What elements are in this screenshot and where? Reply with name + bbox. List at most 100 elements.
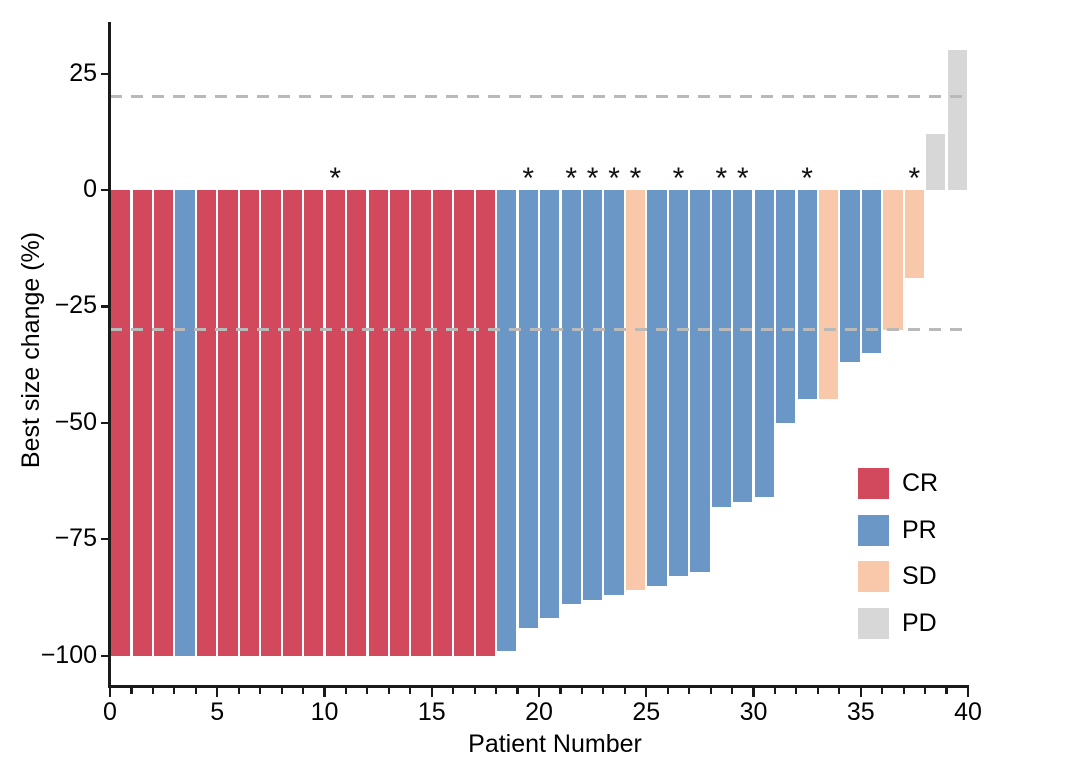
patient-bar — [668, 190, 689, 577]
x-axis-minor-tick — [130, 687, 133, 694]
patient-bar — [325, 190, 345, 656]
patient-bar — [518, 190, 538, 628]
y-tick-label: 25 — [69, 58, 97, 87]
x-axis-title-text: Patient Number — [468, 730, 642, 758]
x-axis-minor-tick — [580, 687, 583, 694]
patient-bar — [861, 190, 882, 353]
y-axis-tick — [101, 189, 108, 192]
x-axis-minor-tick — [151, 687, 154, 694]
x-tick-label: 35 — [846, 698, 875, 726]
x-axis-minor-tick — [452, 687, 455, 694]
y-axis-tick — [101, 72, 108, 75]
patient-bar — [389, 190, 410, 656]
patient-bar — [690, 190, 710, 572]
x-axis-major-tick — [108, 687, 112, 697]
x-axis-minor-tick — [730, 687, 734, 694]
legend-swatch-pr — [858, 514, 889, 546]
significance-star: * — [736, 162, 749, 195]
patient-bar — [583, 190, 603, 600]
patient-bar — [111, 190, 131, 656]
significance-star: * — [565, 162, 578, 195]
x-axis-minor-tick — [623, 687, 626, 694]
patient-bar — [282, 190, 302, 656]
y-tick-label: 0 — [83, 175, 97, 203]
x-axis-minor-tick — [773, 687, 777, 694]
x-tick-label: 40 — [954, 698, 982, 726]
significance-star: * — [329, 162, 342, 195]
significance-star: * — [715, 162, 728, 195]
x-axis-minor-tick — [816, 687, 819, 694]
patient-bar — [411, 190, 431, 656]
legend-label-pd: PD — [902, 608, 937, 637]
y-axis-tick — [101, 421, 108, 424]
legend-label-pr: PR — [902, 515, 937, 544]
x-tick-label: 5 — [210, 698, 225, 726]
significance-star: * — [801, 162, 813, 195]
y-axis-tick — [101, 538, 108, 541]
x-axis-minor-tick — [838, 687, 841, 694]
patient-bar — [196, 190, 217, 656]
patient-bar — [647, 190, 667, 586]
patient-bar — [497, 190, 517, 651]
patient-bar — [840, 190, 860, 363]
y-axis-line — [108, 22, 111, 688]
x-tick-label: 30 — [739, 698, 768, 726]
x-axis-minor-tick — [795, 687, 798, 694]
x-axis-minor-tick — [924, 687, 927, 694]
patient-bar — [261, 190, 281, 656]
x-axis-minor-tick — [366, 687, 369, 694]
patient-bar — [154, 190, 174, 656]
patient-bar — [239, 190, 260, 656]
patient-bar — [475, 190, 495, 656]
x-axis-minor-tick — [516, 687, 519, 694]
x-axis-major-tick — [323, 687, 326, 697]
x-axis-minor-tick — [881, 687, 884, 694]
lower-threshold-line — [110, 328, 968, 332]
x-axis-minor-tick — [409, 687, 412, 694]
significance-star: * — [908, 162, 921, 195]
x-axis-major-tick — [216, 687, 219, 697]
x-axis-minor-tick — [173, 687, 176, 694]
x-axis-minor-tick — [709, 687, 712, 694]
significance-star: * — [586, 162, 599, 195]
legend-swatch-sd — [858, 561, 889, 592]
x-axis-minor-tick — [237, 687, 240, 694]
y-tick-label: −100 — [40, 640, 97, 669]
legend-label-sd: SD — [902, 562, 937, 590]
x-tick-label: 0 — [103, 698, 117, 726]
x-axis-major-tick — [430, 687, 433, 697]
patient-bar — [776, 190, 796, 423]
x-axis-line — [108, 685, 969, 688]
significance-star: * — [522, 162, 535, 195]
x-tick-label: 25 — [632, 698, 661, 726]
patient-bar — [818, 190, 839, 400]
x-axis-minor-tick — [194, 687, 197, 694]
x-axis-minor-tick — [259, 687, 262, 694]
x-axis-minor-tick — [666, 687, 669, 694]
y-axis-tick — [101, 305, 108, 308]
y-tick-label: −50 — [54, 407, 97, 436]
x-axis-minor-tick — [495, 687, 498, 694]
patient-bar — [604, 190, 624, 595]
patient-bar — [432, 190, 453, 656]
patient-bar — [904, 190, 924, 279]
x-axis-minor-tick — [559, 687, 562, 694]
x-axis-minor-tick — [344, 687, 348, 694]
significance-star: * — [608, 162, 620, 195]
patient-bar — [561, 190, 581, 605]
patient-bar — [218, 190, 238, 656]
patient-bar — [926, 134, 946, 190]
x-axis-major-tick — [966, 687, 970, 697]
x-axis-minor-tick — [387, 687, 390, 694]
patient-bar — [883, 190, 903, 330]
legend-swatch-cr — [858, 468, 889, 499]
legend-swatch-pd — [858, 607, 889, 639]
x-axis-major-tick — [752, 687, 755, 697]
x-axis-major-tick — [537, 687, 541, 697]
y-tick-label: −75 — [54, 524, 97, 553]
x-axis-minor-tick — [902, 687, 905, 694]
patient-bar — [540, 190, 560, 619]
patient-bar — [733, 190, 753, 502]
x-tick-label: 20 — [525, 698, 553, 726]
